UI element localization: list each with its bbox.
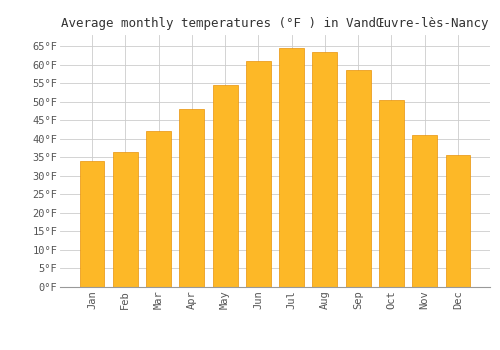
Bar xyxy=(212,85,238,287)
Bar xyxy=(279,48,304,287)
Bar xyxy=(80,161,104,287)
Bar xyxy=(113,152,138,287)
Bar xyxy=(146,131,171,287)
Bar xyxy=(379,100,404,287)
Bar xyxy=(180,109,204,287)
Bar xyxy=(312,52,338,287)
Bar xyxy=(246,61,271,287)
Bar xyxy=(412,135,437,287)
Bar xyxy=(446,155,470,287)
Title: Average monthly temperatures (°F ) in VandŒuvre-lès-Nancy: Average monthly temperatures (°F ) in Va… xyxy=(61,17,489,30)
Bar xyxy=(346,70,370,287)
